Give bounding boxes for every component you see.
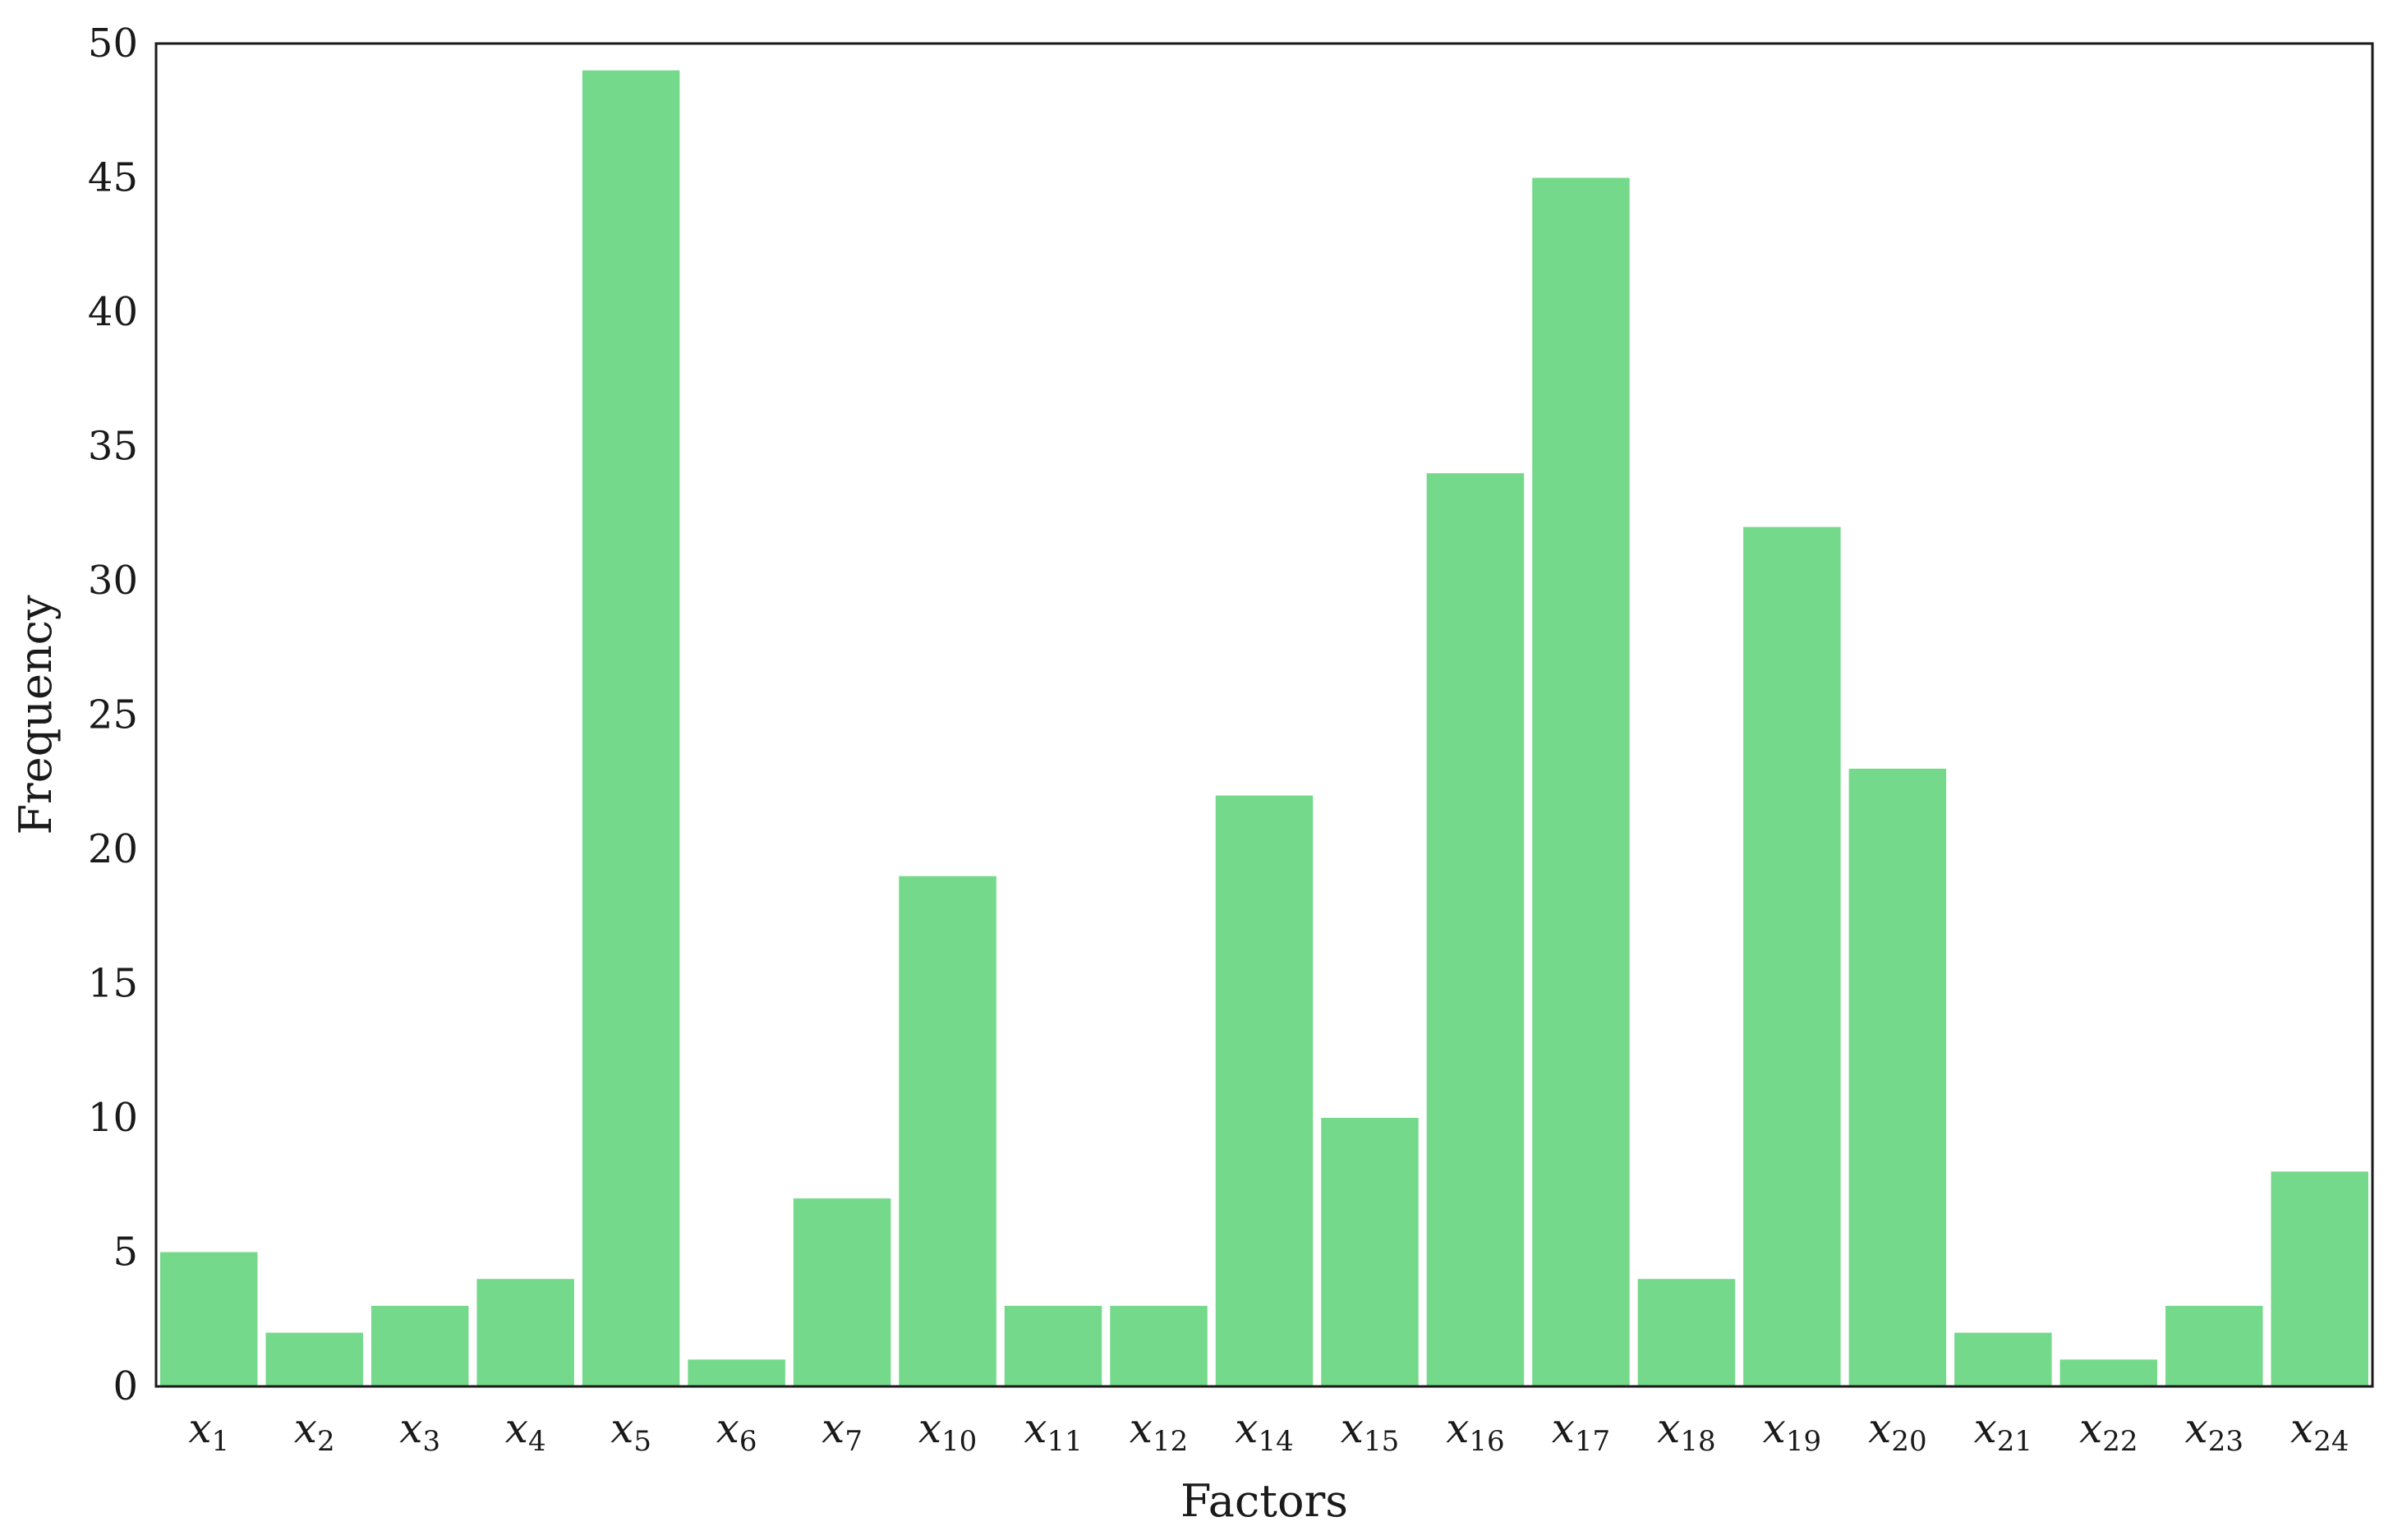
bar-x5 [582,70,680,1387]
bar-x16 [1426,473,1525,1387]
y-tick-label: 40 [88,289,138,335]
x-tick-label: x17 [1552,1404,1610,1458]
bar-x7 [793,1198,891,1386]
y-tick-label: 45 [88,155,138,201]
y-tick-label: 35 [88,424,138,470]
x-tick-label: x6 [716,1404,757,1458]
x-tick-label: x10 [918,1404,977,1458]
x-tick-label: x1 [188,1404,229,1458]
y-axis-title: Frequency [10,595,62,835]
y-tick-label: 20 [88,826,138,872]
plot-frame [154,42,2374,1388]
y-tick-label: 30 [88,558,138,604]
x-axis-title: Factors [1180,1475,1348,1527]
y-tick-label: 10 [88,1095,138,1141]
x-tick-label: x16 [1446,1404,1504,1458]
bar-x15 [1321,1118,1419,1386]
bar-x3 [370,1305,469,1386]
bar-x21 [1954,1332,2052,1386]
x-tick-label: x14 [1235,1404,1293,1458]
bar-x23 [2165,1305,2263,1386]
y-tick-label: 50 [88,21,138,67]
y-tick-label: 15 [88,961,138,1007]
bar-x17 [1532,177,1630,1386]
bar-x18 [1637,1279,1736,1386]
x-tick-label: x5 [610,1404,651,1458]
y-tick-label: 0 [113,1363,138,1409]
x-ticks: x1 x2 x3 x4 x5 x6 x7 x10 x11 x12 x14 x15 x16 x17 x18 x1… [188,1404,2349,1458]
x-tick-label: x12 [1130,1404,1188,1458]
bar-x6 [688,1359,785,1386]
x-tick-label: x20 [1868,1404,1926,1458]
bar-x12 [1110,1305,1208,1386]
bar-x10 [899,876,996,1386]
bar-x11 [1004,1305,1102,1386]
y-ticks: 0 5 10 15 20 25 30 35 40 45 50 [88,21,138,1409]
bar-x4 [476,1279,574,1386]
y-tick-label: 5 [113,1230,138,1276]
bar-x14 [1215,795,1314,1386]
bar-x1 [160,1252,258,1386]
x-tick-label: x19 [1763,1404,1821,1458]
x-tick-label: x18 [1657,1404,1715,1458]
x-tick-label: x4 [505,1404,546,1458]
bars-layer [160,70,2368,1387]
x-tick-label: x2 [294,1404,335,1458]
x-tick-label: x15 [1341,1404,1399,1458]
bar-x19 [1743,526,1841,1386]
y-tick-label: 25 [88,692,138,738]
x-tick-label: x11 [1024,1404,1082,1458]
x-tick-label: x21 [1974,1404,2032,1458]
x-tick-label: x23 [2185,1404,2243,1458]
x-tick-label: x24 [2290,1404,2349,1458]
x-tick-label: x3 [399,1404,440,1458]
bar-x2 [265,1332,363,1386]
bar-x24 [2271,1171,2368,1386]
x-tick-label: x22 [2079,1404,2138,1458]
bar-x20 [1848,768,1947,1386]
bar-x22 [2059,1359,2158,1386]
x-tick-label: x7 [821,1404,863,1458]
